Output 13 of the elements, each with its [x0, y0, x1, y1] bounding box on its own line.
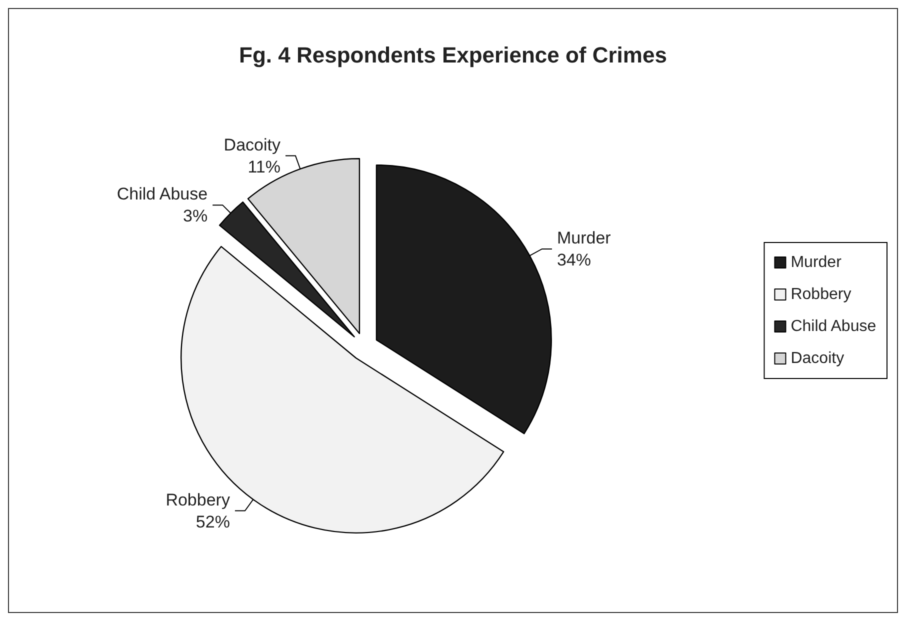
- slice-label: Child Abuse: [116, 184, 208, 204]
- slice-label: Dacoity: [224, 135, 281, 154]
- legend-label: Dacoity: [790, 350, 844, 367]
- legend-label: Robbery: [790, 286, 852, 303]
- slice-label: Murder: [556, 228, 612, 248]
- data-label: 34%: [556, 250, 592, 270]
- chart-title: Fg. 4 Respondents Experience of Crimes: [239, 42, 667, 68]
- data-label: 52%: [196, 512, 230, 532]
- slice-label: Robbery: [166, 490, 230, 510]
- data-label: 3%: [183, 206, 208, 226]
- legend-label: Murder: [790, 254, 842, 271]
- legend-label: Child Abuse: [790, 318, 876, 335]
- data-label: 11%: [248, 157, 280, 176]
